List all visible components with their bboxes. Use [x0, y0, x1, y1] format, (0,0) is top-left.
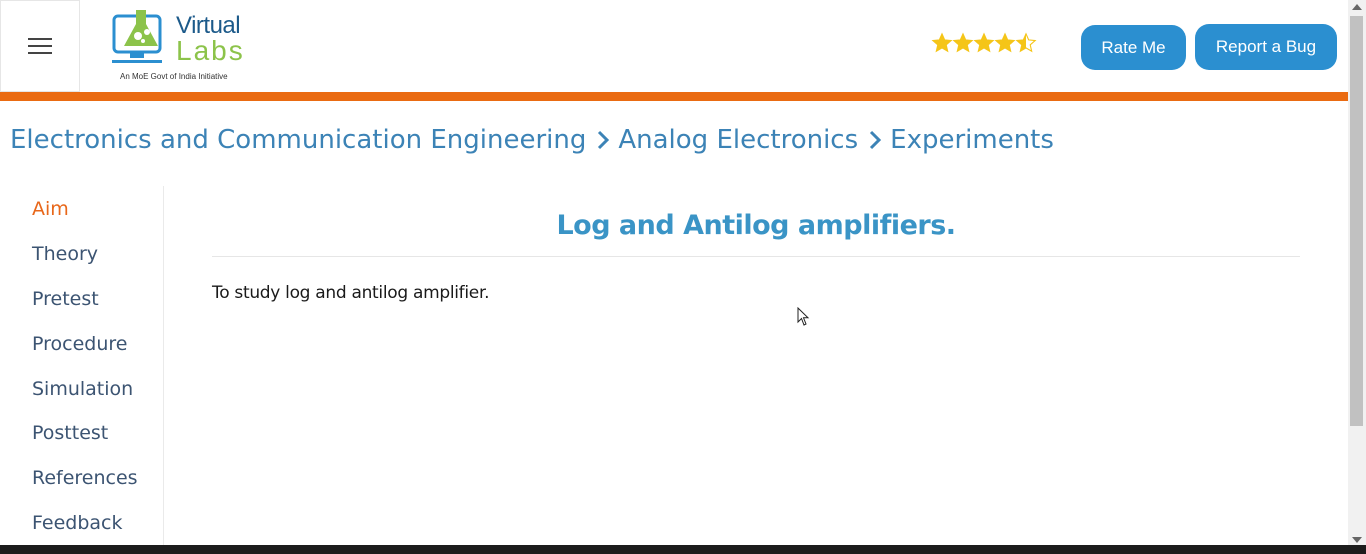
breadcrumb-item-experiments[interactable]: Experiments	[890, 125, 1054, 155]
report-bug-button[interactable]: Report a Bug	[1195, 24, 1337, 70]
breadcrumb-item-ece[interactable]: Electronics and Communication Engineerin…	[10, 125, 587, 155]
hamburger-icon	[28, 33, 52, 59]
hamburger-menu-button[interactable]	[0, 0, 80, 92]
rating-stars[interactable]	[931, 32, 1037, 54]
flask-monitor-icon	[112, 10, 162, 63]
scroll-down-arrow-icon[interactable]	[1352, 537, 1362, 543]
sidebar-item-theory[interactable]: Theory	[32, 243, 99, 265]
virtual-labs-logo[interactable]: Virtual Labs An MoE Govt of India Initia…	[110, 8, 252, 86]
scrollbar-thumb[interactable]	[1350, 16, 1363, 426]
sidebar-item-feedback[interactable]: Feedback	[32, 512, 123, 534]
breadcrumb-item-analog[interactable]: Analog Electronics	[618, 125, 859, 155]
star-icon[interactable]	[994, 32, 1016, 54]
sidebar: Aim Theory Pretest Procedure Simulation …	[0, 186, 164, 554]
bottom-edge	[0, 545, 1366, 554]
breadcrumb: Electronics and Communication Engineerin…	[10, 125, 1054, 155]
star-icon[interactable]	[931, 32, 953, 54]
scroll-up-arrow-icon[interactable]	[1352, 4, 1362, 10]
logo-tagline: An MoE Govt of India Initiative	[120, 72, 228, 81]
header-accent-bar	[0, 92, 1348, 101]
star-icon[interactable]	[952, 32, 974, 54]
star-icon[interactable]	[973, 32, 995, 54]
sidebar-item-pretest[interactable]: Pretest	[32, 288, 99, 310]
title-divider	[212, 256, 1300, 257]
sidebar-item-posttest[interactable]: Posttest	[32, 422, 109, 444]
page-title: Log and Antilog amplifiers.	[556, 210, 956, 241]
logo-text-virtual: Virtual	[176, 12, 241, 39]
header: Virtual Labs An MoE Govt of India Initia…	[0, 0, 1348, 94]
chevron-right-icon	[870, 130, 882, 150]
sidebar-item-procedure[interactable]: Procedure	[32, 333, 128, 355]
logo-text-labs: Labs	[176, 35, 245, 66]
vertical-scrollbar[interactable]	[1348, 0, 1366, 545]
aim-text: To study log and antilog amplifier.	[212, 283, 490, 303]
sidebar-item-simulation[interactable]: Simulation	[32, 378, 134, 400]
rate-me-button[interactable]: Rate Me	[1081, 25, 1186, 70]
sidebar-item-references[interactable]: References	[32, 467, 138, 489]
sidebar-item-aim[interactable]: Aim	[32, 198, 69, 220]
mouse-cursor-icon	[797, 307, 810, 326]
star-icon[interactable]	[1015, 32, 1037, 54]
chevron-right-icon	[598, 130, 610, 150]
